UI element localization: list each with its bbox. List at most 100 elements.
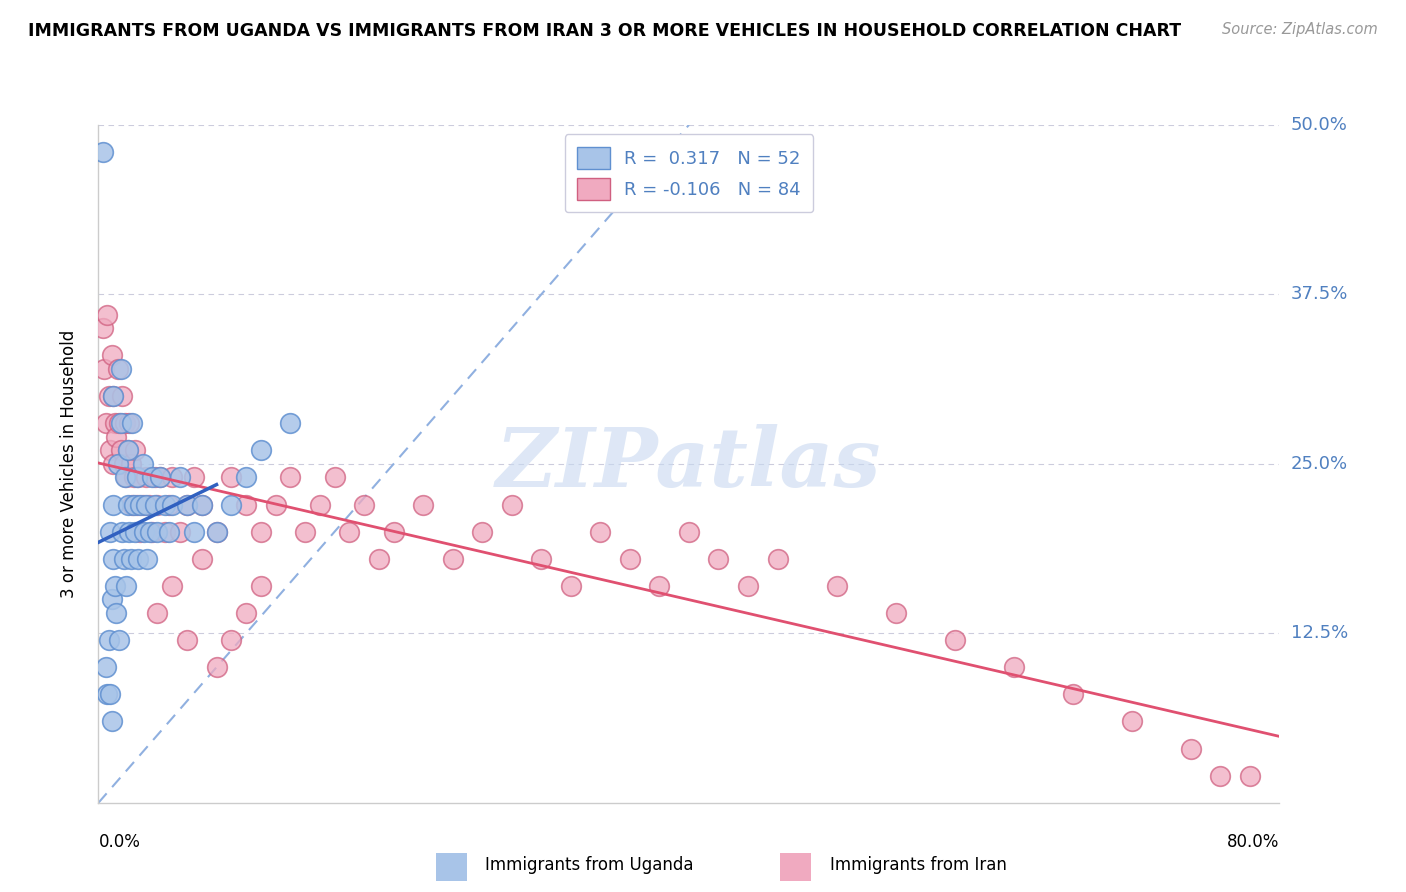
- Point: [149, 470, 172, 484]
- Point: [98, 443, 121, 458]
- Point: [1062, 687, 1084, 701]
- Text: 0.0%: 0.0%: [98, 833, 141, 851]
- Point: [219, 470, 242, 484]
- Point: [183, 524, 205, 539]
- Point: [124, 524, 146, 539]
- Point: [530, 551, 553, 566]
- Point: [1180, 741, 1202, 756]
- Point: [94, 660, 117, 674]
- Point: [141, 470, 163, 484]
- Point: [294, 524, 316, 539]
- Point: [176, 498, 198, 512]
- Point: [110, 416, 132, 430]
- Point: [125, 470, 148, 484]
- Point: [737, 579, 759, 593]
- Point: [114, 416, 136, 430]
- Point: [707, 551, 730, 566]
- Point: [118, 416, 141, 430]
- Text: 50.0%: 50.0%: [1291, 116, 1347, 134]
- Point: [132, 457, 155, 471]
- Point: [560, 579, 582, 593]
- Point: [124, 443, 146, 458]
- Point: [219, 633, 242, 648]
- Point: [337, 524, 360, 539]
- Point: [176, 498, 198, 512]
- Point: [157, 498, 180, 512]
- Point: [91, 321, 114, 335]
- Point: [97, 389, 120, 403]
- Point: [353, 498, 375, 512]
- Point: [1121, 714, 1143, 729]
- Y-axis label: 3 or more Vehicles in Household: 3 or more Vehicles in Household: [59, 330, 77, 598]
- Point: [136, 551, 159, 566]
- Point: [309, 498, 332, 512]
- Point: [589, 524, 612, 539]
- Text: Immigrants from Uganda: Immigrants from Uganda: [485, 856, 693, 874]
- Point: [103, 498, 125, 512]
- Point: [94, 416, 117, 430]
- Point: [127, 470, 149, 484]
- Point: [120, 457, 142, 471]
- Point: [278, 470, 302, 484]
- Text: IMMIGRANTS FROM UGANDA VS IMMIGRANTS FROM IRAN 3 OR MORE VEHICLES IN HOUSEHOLD C: IMMIGRANTS FROM UGANDA VS IMMIGRANTS FRO…: [28, 22, 1181, 40]
- Legend: R =  0.317   N = 52, R = -0.106   N = 84: R = 0.317 N = 52, R = -0.106 N = 84: [565, 134, 813, 212]
- Point: [128, 524, 150, 539]
- Point: [943, 633, 966, 648]
- Point: [825, 579, 848, 593]
- Point: [441, 551, 464, 566]
- Point: [122, 470, 145, 484]
- Text: 37.5%: 37.5%: [1291, 285, 1348, 303]
- Point: [100, 714, 122, 729]
- Point: [766, 551, 789, 566]
- Point: [205, 524, 228, 539]
- Point: [183, 470, 205, 484]
- Point: [146, 524, 169, 539]
- Point: [146, 606, 169, 620]
- Point: [132, 498, 155, 512]
- Point: [205, 660, 228, 674]
- Text: Source: ZipAtlas.com: Source: ZipAtlas.com: [1222, 22, 1378, 37]
- Point: [162, 470, 183, 484]
- Point: [107, 362, 129, 376]
- Point: [235, 470, 257, 484]
- Point: [96, 687, 118, 701]
- Point: [105, 606, 128, 620]
- Point: [112, 457, 135, 471]
- Point: [125, 498, 148, 512]
- Point: [412, 498, 434, 512]
- Point: [250, 443, 273, 458]
- Point: [114, 470, 136, 484]
- Point: [122, 498, 145, 512]
- Point: [169, 470, 191, 484]
- Point: [103, 457, 125, 471]
- Point: [157, 524, 180, 539]
- Point: [235, 498, 257, 512]
- Point: [143, 498, 166, 512]
- Point: [115, 470, 138, 484]
- Point: [153, 524, 176, 539]
- Text: ZIPatlas: ZIPatlas: [496, 424, 882, 504]
- Point: [96, 308, 118, 322]
- Point: [176, 633, 198, 648]
- Point: [1239, 769, 1261, 783]
- Point: [100, 592, 122, 607]
- Point: [104, 579, 127, 593]
- Point: [264, 498, 287, 512]
- Point: [648, 579, 671, 593]
- Point: [108, 416, 131, 430]
- Point: [250, 579, 273, 593]
- Point: [103, 389, 125, 403]
- Point: [111, 524, 134, 539]
- Point: [97, 633, 120, 648]
- Point: [250, 524, 273, 539]
- Point: [110, 362, 132, 376]
- Text: 12.5%: 12.5%: [1291, 624, 1348, 642]
- Text: 25.0%: 25.0%: [1291, 455, 1348, 473]
- Point: [117, 443, 139, 458]
- Point: [135, 498, 157, 512]
- Point: [98, 524, 121, 539]
- Point: [471, 524, 494, 539]
- Point: [100, 348, 122, 362]
- Point: [501, 498, 523, 512]
- Point: [103, 389, 125, 403]
